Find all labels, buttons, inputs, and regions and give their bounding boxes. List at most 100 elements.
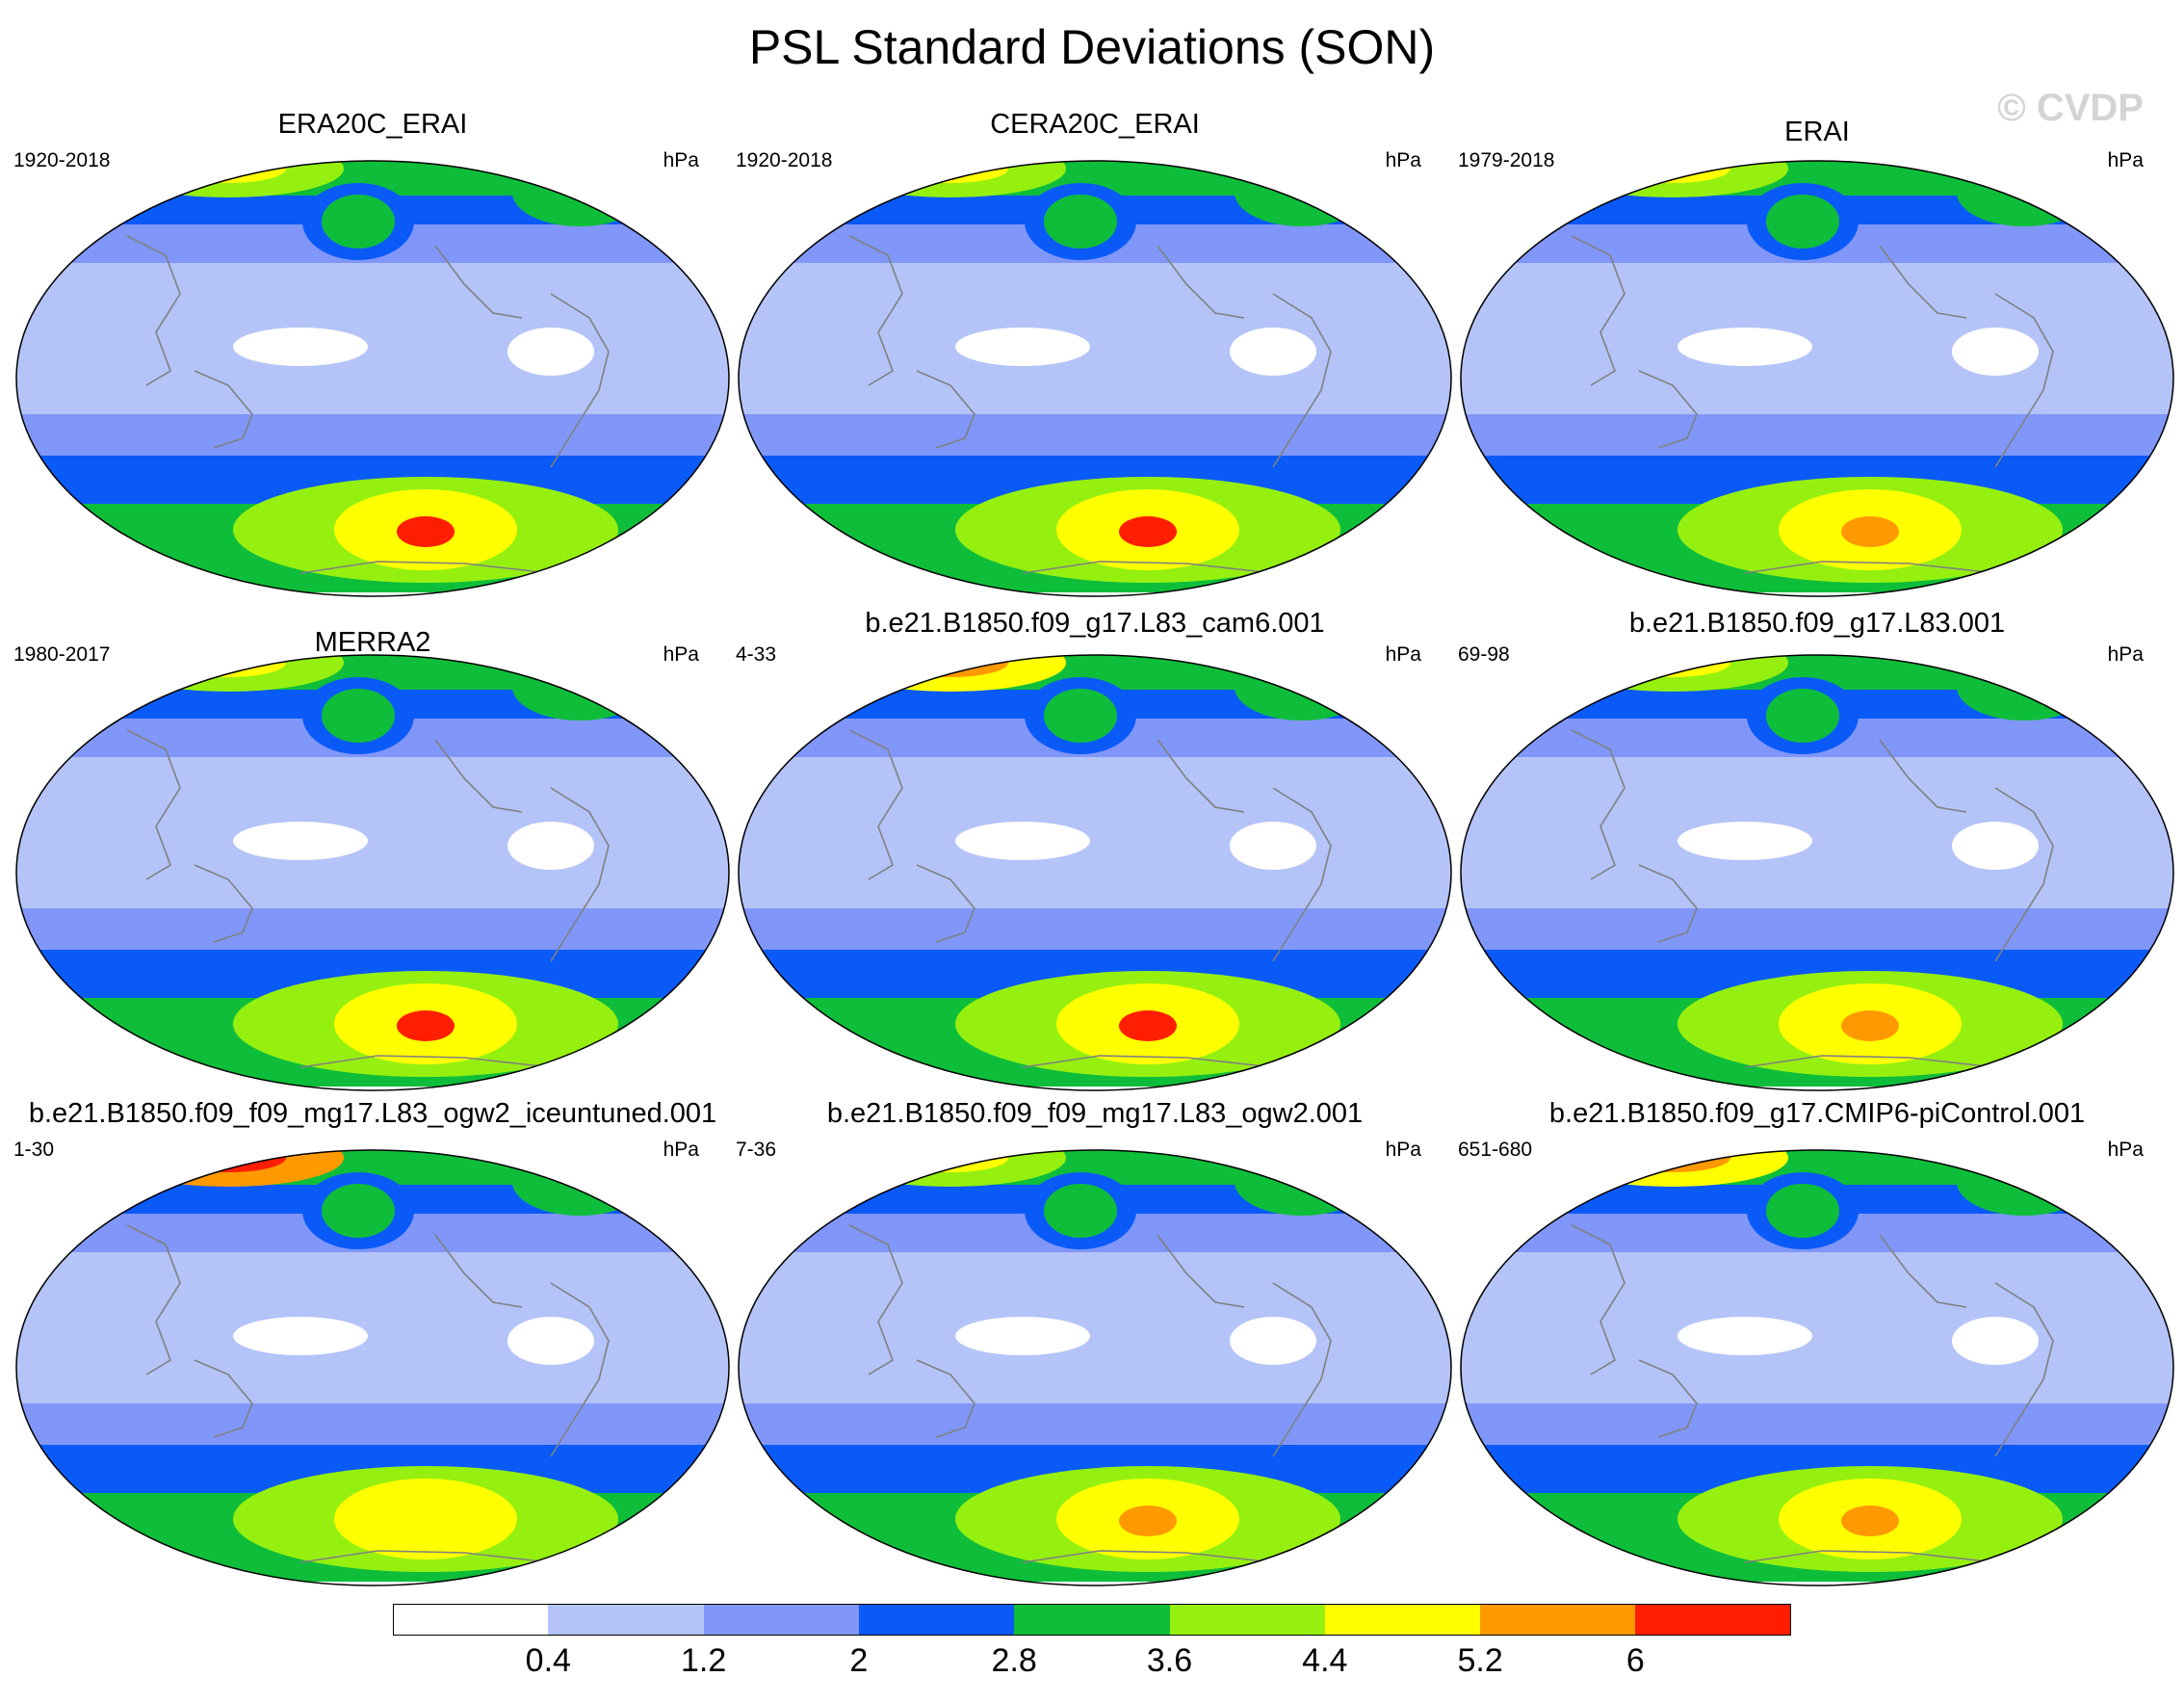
north-pacific-core: [893, 161, 1008, 183]
colorbar-tick-label: 2: [849, 1642, 869, 1679]
coastline: [550, 787, 610, 962]
panel-years: 7-36: [736, 1139, 777, 1161]
map-border: [738, 160, 1452, 597]
aleutian-low: [1766, 195, 1839, 249]
coastline: [1638, 1359, 1698, 1438]
band-south-subtropics: [1461, 908, 2173, 950]
north-pacific-core: [170, 1150, 286, 1172]
robinson-map: [1460, 160, 2174, 597]
band-south-subtropics: [1461, 1403, 2173, 1445]
coastline: [1638, 864, 1698, 943]
southern-max-core: [1119, 516, 1177, 547]
aleutian-low: [1044, 195, 1117, 249]
map-border: [15, 160, 730, 597]
panel-units: hPa: [1385, 643, 1421, 666]
map-border: [1460, 1149, 2174, 1586]
panel-years: 651-680: [1458, 1139, 1533, 1161]
coastline: [434, 1234, 523, 1308]
aleutian-low: [1044, 689, 1117, 743]
colorbar-tick-label: 1.2: [680, 1642, 727, 1679]
aleutian-low: [1766, 689, 1839, 743]
icelandic-low: [512, 161, 647, 226]
southern-max-core: [1841, 1010, 1899, 1041]
aleutian-low: [322, 1184, 395, 1238]
panel-years: 4-33: [736, 643, 777, 666]
coastline: [916, 864, 975, 943]
coastline: [194, 864, 253, 943]
coastline: [1022, 1550, 1274, 1563]
tropical-low-patch: [507, 1317, 594, 1365]
tropical-low-patch: [1230, 1317, 1316, 1365]
map-panel: b.e21.B1850.f09_g17.CMIP6-piControl.001 6…: [1456, 1098, 2178, 1586]
tropical-low-patch: [1677, 1317, 1812, 1355]
icelandic-low: [512, 655, 647, 720]
tropical-low-patch: [1952, 328, 2039, 376]
north-pacific-core: [170, 655, 286, 677]
coastline: [126, 235, 181, 386]
map-panel: b.e21.B1850.f09_f09_mg17.L83_ogw2.001 7-3…: [734, 1098, 1456, 1586]
colorbar-tick-label: 4.4: [1302, 1642, 1348, 1679]
tropical-low-patch: [507, 822, 594, 870]
coastline: [1744, 1055, 1996, 1068]
colorbar-tick-label: 3.6: [1146, 1642, 1193, 1679]
tropical-low-patch: [955, 822, 1090, 860]
north-pacific-core: [1615, 655, 1730, 677]
tropical-low-patch: [1230, 822, 1316, 870]
coastline: [1994, 293, 2054, 468]
north-pacific-core: [170, 161, 286, 183]
panel-units: hPa: [663, 643, 699, 666]
colorbar-swatch: [393, 1604, 549, 1636]
coastline: [1022, 561, 1274, 574]
band-south-subtropics: [16, 1403, 729, 1445]
coastline: [1638, 370, 1698, 449]
north-pacific-core: [893, 1150, 1008, 1172]
panel-years: 1920-2018: [736, 149, 833, 171]
coastline: [550, 293, 610, 468]
southern-max-core: [1119, 1506, 1177, 1536]
robinson-map: [738, 1149, 1452, 1586]
coastline: [194, 1359, 253, 1438]
coastline: [1744, 1550, 1996, 1563]
map-panel: CERA20C_ERAI 1920-2018 hPa: [734, 109, 1456, 597]
coastline: [434, 245, 523, 319]
coastline: [848, 729, 903, 880]
north-pacific-high: [1557, 161, 1788, 197]
coastline: [1157, 245, 1245, 319]
robinson-map: [738, 654, 1452, 1091]
coastline: [1157, 1234, 1245, 1308]
band-south-subtropics: [16, 414, 729, 456]
coastline: [1272, 293, 1332, 468]
panel-title: CERA20C_ERAI: [990, 109, 1200, 140]
tropical-low-patch: [955, 328, 1090, 366]
aleutian-low: [1766, 1184, 1839, 1238]
tropical-low-patch: [1952, 1317, 2039, 1365]
tropical-low-patch: [233, 1317, 368, 1355]
coastline: [194, 370, 253, 449]
coastline: [1022, 1055, 1274, 1068]
band-south-subtropics: [739, 1403, 1451, 1445]
colorbar-tick-label: 5.2: [1457, 1642, 1503, 1679]
icelandic-low: [1235, 655, 1369, 720]
map-panel: b.e21.B1850.f09_g17.L83_cam6.001 4-33 hPa: [734, 605, 1456, 1091]
icelandic-low: [512, 1150, 647, 1216]
robinson-map: [15, 654, 730, 1091]
coastline: [1994, 787, 2054, 962]
coastline: [848, 235, 903, 386]
tropical-low-patch: [507, 328, 594, 376]
colorbar-swatch: [1014, 1604, 1170, 1636]
map-border: [15, 1149, 730, 1586]
coastline: [1272, 787, 1332, 962]
tropical-low-patch: [233, 822, 368, 860]
map-border: [15, 654, 730, 1091]
coastline: [126, 1224, 181, 1376]
icelandic-low: [1235, 161, 1369, 226]
southern-max-core: [397, 516, 455, 547]
coastline: [126, 729, 181, 880]
tropical-low-patch: [1677, 822, 1812, 860]
north-pacific-core: [893, 655, 1008, 677]
aleutian-low: [322, 195, 395, 249]
colorbar-tick-label: 6: [1625, 1642, 1645, 1679]
southern-max-core: [397, 1506, 455, 1536]
panel-title: MERRA2: [314, 627, 431, 658]
north-pacific-high: [1557, 655, 1788, 692]
